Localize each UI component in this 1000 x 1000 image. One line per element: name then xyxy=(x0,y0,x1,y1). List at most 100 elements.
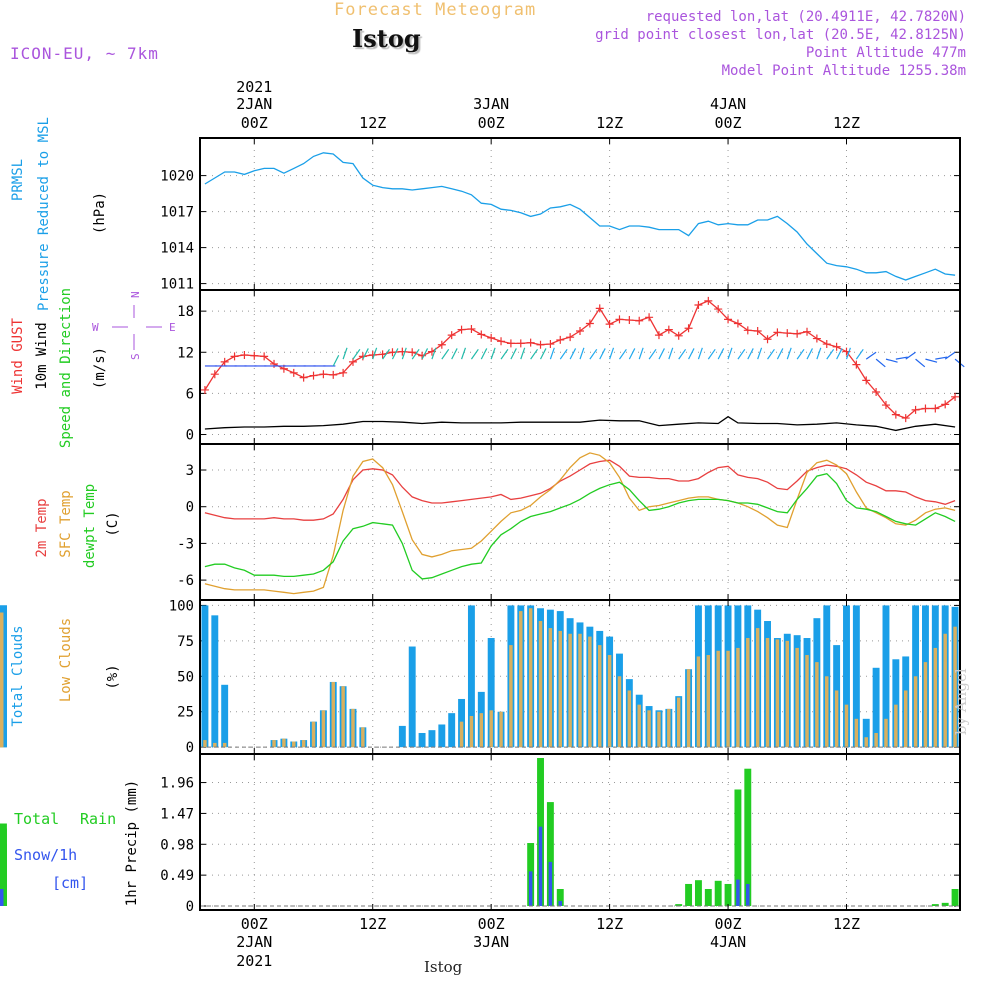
gust-marker xyxy=(911,405,920,414)
pressure-label: PRMSL xyxy=(10,159,26,201)
pressure-line xyxy=(204,152,956,281)
wind-arrow xyxy=(668,347,674,360)
top-date-label: 2JAN xyxy=(236,95,272,113)
wind-arrow xyxy=(786,347,792,360)
wind-arrow xyxy=(925,358,938,363)
gust-marker xyxy=(477,330,486,339)
gust-marker xyxy=(605,320,614,329)
wind-arrow xyxy=(678,348,687,360)
wind-panel xyxy=(199,289,965,445)
low_clouds-bar xyxy=(815,662,819,748)
wind-arrow xyxy=(569,348,577,360)
low_clouds-bar xyxy=(953,626,957,748)
ytick-label: 12 xyxy=(177,345,194,361)
wind-arrow xyxy=(342,347,348,360)
rain-bar xyxy=(556,888,564,906)
compass-lines xyxy=(112,305,162,350)
gust-marker xyxy=(852,360,861,369)
gust-marker xyxy=(941,400,950,409)
dewpt-line xyxy=(204,472,956,580)
bottom-date-label: 2JAN xyxy=(236,933,272,951)
low_clouds-bar xyxy=(785,640,789,748)
gust-marker xyxy=(210,370,219,379)
wind-arrow xyxy=(747,348,754,360)
bottom-date-label: 4JAN xyxy=(710,933,746,951)
gust-marker xyxy=(921,404,930,413)
ytick-label: 3 xyxy=(186,463,194,479)
low_clouds-bar xyxy=(548,628,553,748)
gust-marker xyxy=(714,305,723,314)
gust-marker xyxy=(635,316,644,325)
gust-marker xyxy=(654,331,663,340)
wind-arrow xyxy=(520,347,526,360)
total-clouds-label: Total Clouds xyxy=(10,625,26,726)
gust-marker xyxy=(506,339,515,348)
gust-marker xyxy=(753,327,762,336)
low_clouds-bar xyxy=(509,645,513,748)
model-label: ICON-EU, ~ 7km xyxy=(10,44,159,63)
total_clouds-bar xyxy=(448,713,456,748)
wind-arrow xyxy=(549,347,555,360)
low_clouds-bar xyxy=(844,704,849,748)
rain-bar xyxy=(714,880,722,906)
gust-marker xyxy=(536,340,545,349)
wind-arrow xyxy=(460,347,467,360)
compass-n: N xyxy=(129,291,142,298)
ytick-label: 18 xyxy=(177,304,194,320)
wind-arrow xyxy=(826,348,835,360)
rain-bar xyxy=(675,904,683,906)
wind-arrow xyxy=(905,351,916,360)
ytick-label: 1.47 xyxy=(160,806,194,822)
low_clouds-bar xyxy=(894,704,898,748)
gust-marker xyxy=(497,337,506,346)
gust-marker xyxy=(546,340,555,349)
low_clouds-bar xyxy=(469,715,474,748)
gust-marker xyxy=(230,352,239,361)
precip-snow-label: Snow/1h xyxy=(14,846,77,864)
rain-bar xyxy=(694,880,702,906)
wind-arrow xyxy=(609,347,615,360)
wind-arrow xyxy=(944,351,956,360)
low_clouds-bar xyxy=(943,633,947,748)
wind-arrow xyxy=(431,347,437,360)
wind-arrow xyxy=(796,348,805,360)
gust-marker xyxy=(674,331,683,340)
bottom-year: 2021 xyxy=(236,952,272,970)
wind-unit: (m/s) xyxy=(92,347,108,389)
gust-marker xyxy=(299,373,308,382)
snow-bar xyxy=(558,900,562,906)
wind-arrow xyxy=(806,348,813,360)
wind-arrow xyxy=(767,348,775,360)
wind-arrow xyxy=(717,348,725,360)
gust-marker xyxy=(803,327,812,336)
precip-cm-label: [cm] xyxy=(52,874,88,892)
wind-arrow xyxy=(559,348,568,360)
low_clouds-bar xyxy=(805,655,809,748)
rain-bar xyxy=(704,888,712,906)
rain-bar xyxy=(931,904,939,906)
wind-arrow xyxy=(707,348,716,360)
wind-arrow xyxy=(372,347,378,360)
low_clouds-bar xyxy=(311,721,316,748)
low_clouds-bar xyxy=(903,690,908,748)
wind-arrow xyxy=(658,348,665,360)
low_clouds-bar xyxy=(864,737,868,748)
low_clouds-bar xyxy=(578,633,582,748)
wind-arrow xyxy=(421,348,429,360)
gust-marker xyxy=(250,351,259,360)
ytick-label: 1011 xyxy=(160,277,194,293)
low_clouds-bar xyxy=(884,718,888,748)
gust-marker xyxy=(951,392,960,401)
low_clouds-bar xyxy=(282,738,286,748)
gust-marker xyxy=(437,340,446,349)
ytick-label: 0 xyxy=(186,428,194,444)
station-title: Istog xyxy=(352,24,421,53)
gust-marker xyxy=(931,404,940,413)
wind-arrow xyxy=(579,347,585,360)
gust-marker xyxy=(881,401,890,410)
total_clouds-bar xyxy=(408,646,416,748)
wind-arrow xyxy=(589,348,598,360)
precip-total-label: Total xyxy=(14,810,59,828)
gust-marker xyxy=(309,371,318,380)
total_clouds-bar xyxy=(892,659,900,748)
